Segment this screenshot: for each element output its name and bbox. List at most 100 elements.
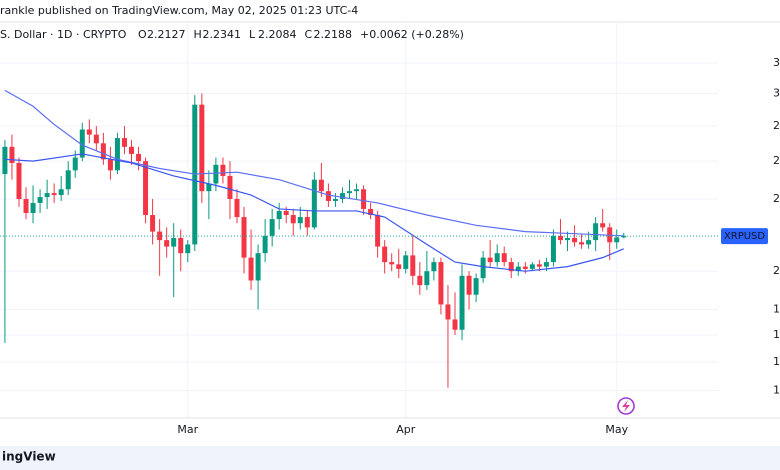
candle-body	[318, 179, 324, 192]
candle-body	[621, 236, 627, 238]
candle-body	[255, 253, 261, 281]
y-tick-label: 2	[773, 192, 780, 205]
candle-body	[565, 237, 571, 241]
y-tick-label: 2	[773, 264, 780, 277]
candle-body	[550, 235, 556, 263]
candle-body	[283, 210, 289, 216]
candle-body	[431, 262, 437, 272]
candle-body	[368, 208, 374, 216]
candle-body	[248, 257, 254, 281]
ohlc-label: O	[138, 28, 147, 41]
candle-body	[44, 193, 50, 198]
candle-body	[9, 146, 15, 163]
candle-body	[304, 217, 310, 228]
candle-body	[515, 266, 521, 272]
change: +0.0062 (+0.28%)	[360, 28, 464, 41]
candle-body	[143, 161, 149, 216]
candle-body	[487, 257, 493, 263]
candle-body	[508, 262, 514, 272]
candle-body	[30, 202, 36, 213]
candle-body	[37, 197, 43, 203]
candle-body	[2, 146, 8, 175]
candle-body	[396, 264, 402, 269]
candle-body	[614, 237, 620, 243]
candle-body	[494, 253, 500, 263]
ohlc-label: L	[249, 28, 256, 41]
candle-body	[529, 264, 535, 269]
symbol: S. Dollar · 1D · CRYPTO	[0, 28, 127, 41]
y-tick-label: 3	[773, 87, 780, 100]
candle-body	[339, 193, 345, 199]
ohlc-value: 2.2084	[258, 28, 297, 41]
candle-body	[262, 235, 268, 254]
candle-body	[473, 278, 479, 295]
candle-body	[593, 223, 599, 241]
candle-body	[65, 170, 71, 190]
candle-body	[72, 157, 78, 171]
candle-body	[361, 189, 367, 209]
candle-body	[290, 215, 296, 224]
candle-body	[557, 235, 563, 241]
candle-body	[375, 215, 381, 247]
candle-body	[129, 146, 135, 154]
candle-body	[206, 183, 212, 192]
candle-body	[199, 104, 205, 192]
y-tick-label: 2	[773, 154, 780, 167]
candle-body	[234, 198, 240, 218]
candle-body	[522, 266, 528, 269]
y-tick-label: 1	[773, 328, 780, 341]
candle-body	[459, 275, 465, 330]
y-tick-label: 2	[773, 119, 780, 132]
candle-body	[579, 242, 585, 245]
candle-body	[325, 191, 331, 201]
candle-body	[220, 164, 226, 176]
ticker-label: XRPUSD	[724, 231, 765, 242]
candle-body	[178, 237, 184, 254]
candle-body	[332, 198, 338, 201]
y-tick-label: 3	[773, 56, 780, 69]
moving-average-line	[4, 153, 624, 272]
candle-body	[86, 129, 92, 135]
candle-body	[438, 262, 444, 305]
flash-icon	[617, 397, 635, 415]
candle-body	[58, 189, 64, 196]
candle-body	[213, 164, 219, 184]
y-tick-label: 1	[773, 384, 780, 397]
candle-body	[403, 255, 409, 269]
candle-body	[445, 304, 451, 320]
candle-body	[501, 253, 507, 263]
candle-body	[417, 275, 423, 286]
candle-body	[23, 198, 29, 213]
candle-body	[227, 175, 233, 199]
ohlc-label: H	[194, 28, 202, 41]
candle-body	[185, 244, 191, 254]
candle-body	[276, 210, 282, 220]
brand: ingView	[2, 450, 56, 464]
ohlc-value: 2.2188	[314, 28, 353, 41]
candle-body	[297, 217, 303, 224]
candle-body	[51, 193, 57, 196]
x-tick-label: Mar	[177, 423, 198, 436]
candle-body	[480, 257, 486, 279]
candle-body	[424, 271, 430, 286]
footer-bar	[0, 446, 780, 470]
ohlc-value: 2.2127	[147, 28, 186, 41]
candle-body	[543, 262, 549, 267]
ohlc-value: 2.2341	[203, 28, 242, 41]
candle-body	[389, 262, 395, 265]
candle-body	[311, 179, 317, 228]
x-tick-label: Apr	[396, 423, 416, 436]
candle-body	[347, 191, 353, 194]
x-tick-label: May	[605, 423, 628, 436]
candle-body	[536, 264, 542, 267]
candle-body	[150, 215, 156, 232]
candle-body	[572, 237, 578, 243]
ticker-tag	[721, 228, 768, 245]
candle-body	[79, 129, 85, 158]
candle-body	[241, 217, 247, 258]
candle-body	[382, 246, 388, 263]
candle-body	[600, 223, 606, 228]
candle-body	[100, 143, 106, 160]
